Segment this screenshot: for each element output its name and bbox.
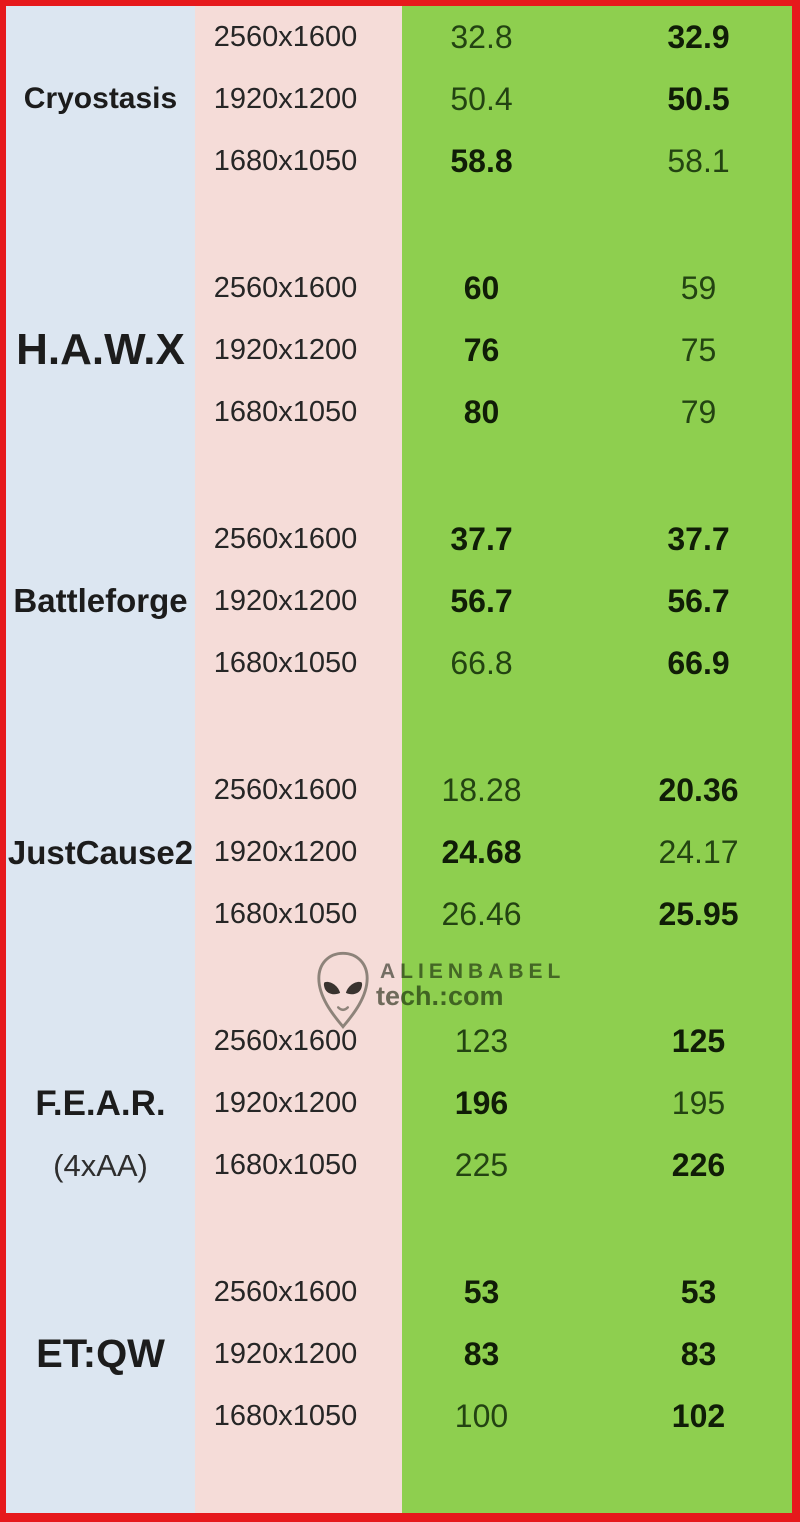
game-name: Battleforge — [13, 582, 188, 620]
resolution-label: 1920x1200 — [213, 333, 358, 366]
fps-value-a: 60 — [463, 269, 500, 306]
fps-value-b: 75 — [680, 331, 717, 368]
resolution-label: 2560x1600 — [213, 774, 358, 807]
fps-value-a: 24.68 — [441, 834, 522, 871]
game-cell: Battleforge — [6, 508, 195, 694]
fps-value-b: 32.9 — [667, 18, 730, 55]
fps-value-b: 125 — [671, 1023, 726, 1060]
fps-value-a: 26.46 — [441, 896, 522, 933]
resolution-label: 1680x1050 — [213, 1149, 358, 1182]
fps-value-b: 195 — [671, 1085, 726, 1122]
game-subtitle: (4xAA) — [53, 1147, 148, 1183]
game-name: JustCause2 — [7, 833, 194, 871]
fps-value-b: 59 — [680, 269, 717, 306]
resolution-label: 2560x1600 — [213, 1276, 358, 1309]
fps-value-a: 196 — [454, 1085, 509, 1122]
game-cell: Cryostasis — [6, 6, 195, 192]
fps-value-a: 123 — [454, 1023, 509, 1060]
resolution-label: 1920x1200 — [213, 1338, 358, 1371]
game-section: Cryostasis 2560x1600 32.8 32.9 1920x1200 50.… — [6, 6, 792, 257]
game-section: ET:QW 2560x1600 53 53 1920x1200 83 83 1680x105… — [6, 1262, 792, 1513]
resolution-label: 1920x1200 — [213, 82, 358, 115]
fps-value-a: 58.8 — [450, 142, 513, 179]
resolution-label: 1680x1050 — [213, 144, 358, 177]
fps-value-a: 100 — [454, 1398, 509, 1435]
fps-value-b: 37.7 — [667, 520, 730, 557]
resolution-label: 1920x1200 — [213, 584, 358, 617]
resolution-label: 1680x1050 — [213, 1400, 358, 1433]
game-name: ET:QW — [36, 1332, 165, 1377]
game-cell: ET:QW — [6, 1262, 195, 1448]
game-cell: JustCause2 — [6, 760, 195, 946]
resolution-label: 2560x1600 — [213, 271, 358, 304]
fps-value-b: 102 — [671, 1398, 726, 1435]
resolution-label: 2560x1600 — [213, 1025, 358, 1058]
fps-value-b: 53 — [680, 1274, 717, 1311]
fps-value-a: 18.28 — [441, 772, 522, 809]
fps-value-b: 24.17 — [658, 834, 739, 871]
resolution-label: 1920x1200 — [213, 1087, 358, 1120]
fps-value-a: 32.8 — [450, 18, 513, 55]
game-name: Cryostasis — [23, 82, 178, 115]
fps-value-a: 76 — [463, 331, 500, 368]
resolution-label: 1680x1050 — [213, 395, 358, 428]
fps-value-b: 66.9 — [667, 644, 730, 681]
resolution-label: 1680x1050 — [213, 898, 358, 931]
game-name: F.E.A.R. — [35, 1083, 166, 1123]
resolution-label: 2560x1600 — [213, 522, 358, 555]
game-section: H.A.W.X 2560x1600 60 59 1920x1200 76 75 1680x1… — [6, 257, 792, 508]
game-section: Battleforge 2560x1600 37.7 37.7 1920x1200 56… — [6, 508, 792, 759]
game-cell: F.E.A.R. (4xAA) — [6, 1011, 195, 1197]
resolution-label: 1680x1050 — [213, 646, 358, 679]
fps-value-b: 50.5 — [667, 80, 730, 117]
fps-value-a: 225 — [454, 1147, 509, 1184]
resolution-label: 2560x1600 — [213, 20, 358, 53]
fps-value-b: 58.1 — [667, 142, 730, 179]
game-name: H.A.W.X — [16, 325, 185, 375]
fps-value-b: 25.95 — [658, 896, 739, 933]
game-section: F.E.A.R. (4xAA) 2560x1600 123 125 1920x1200… — [6, 1011, 792, 1262]
benchmark-table: Cryostasis 2560x1600 32.8 32.9 1920x1200 50.… — [6, 6, 792, 1513]
resolution-label: 1920x1200 — [213, 836, 358, 869]
fps-value-a: 50.4 — [450, 80, 513, 117]
fps-value-b: 20.36 — [658, 772, 739, 809]
game-cell: H.A.W.X — [6, 257, 195, 443]
fps-value-a: 56.7 — [450, 582, 513, 619]
fps-value-a: 53 — [463, 1274, 500, 1311]
fps-value-b: 79 — [680, 393, 717, 430]
fps-value-b: 226 — [671, 1147, 726, 1184]
fps-value-a: 83 — [463, 1336, 500, 1373]
fps-value-a: 37.7 — [450, 520, 513, 557]
fps-value-b: 83 — [680, 1336, 717, 1373]
fps-value-b: 56.7 — [667, 582, 730, 619]
fps-value-a: 80 — [463, 393, 500, 430]
game-section: JustCause2 2560x1600 18.28 20.36 1920x1200 2… — [6, 760, 792, 1011]
fps-value-a: 66.8 — [450, 644, 513, 681]
